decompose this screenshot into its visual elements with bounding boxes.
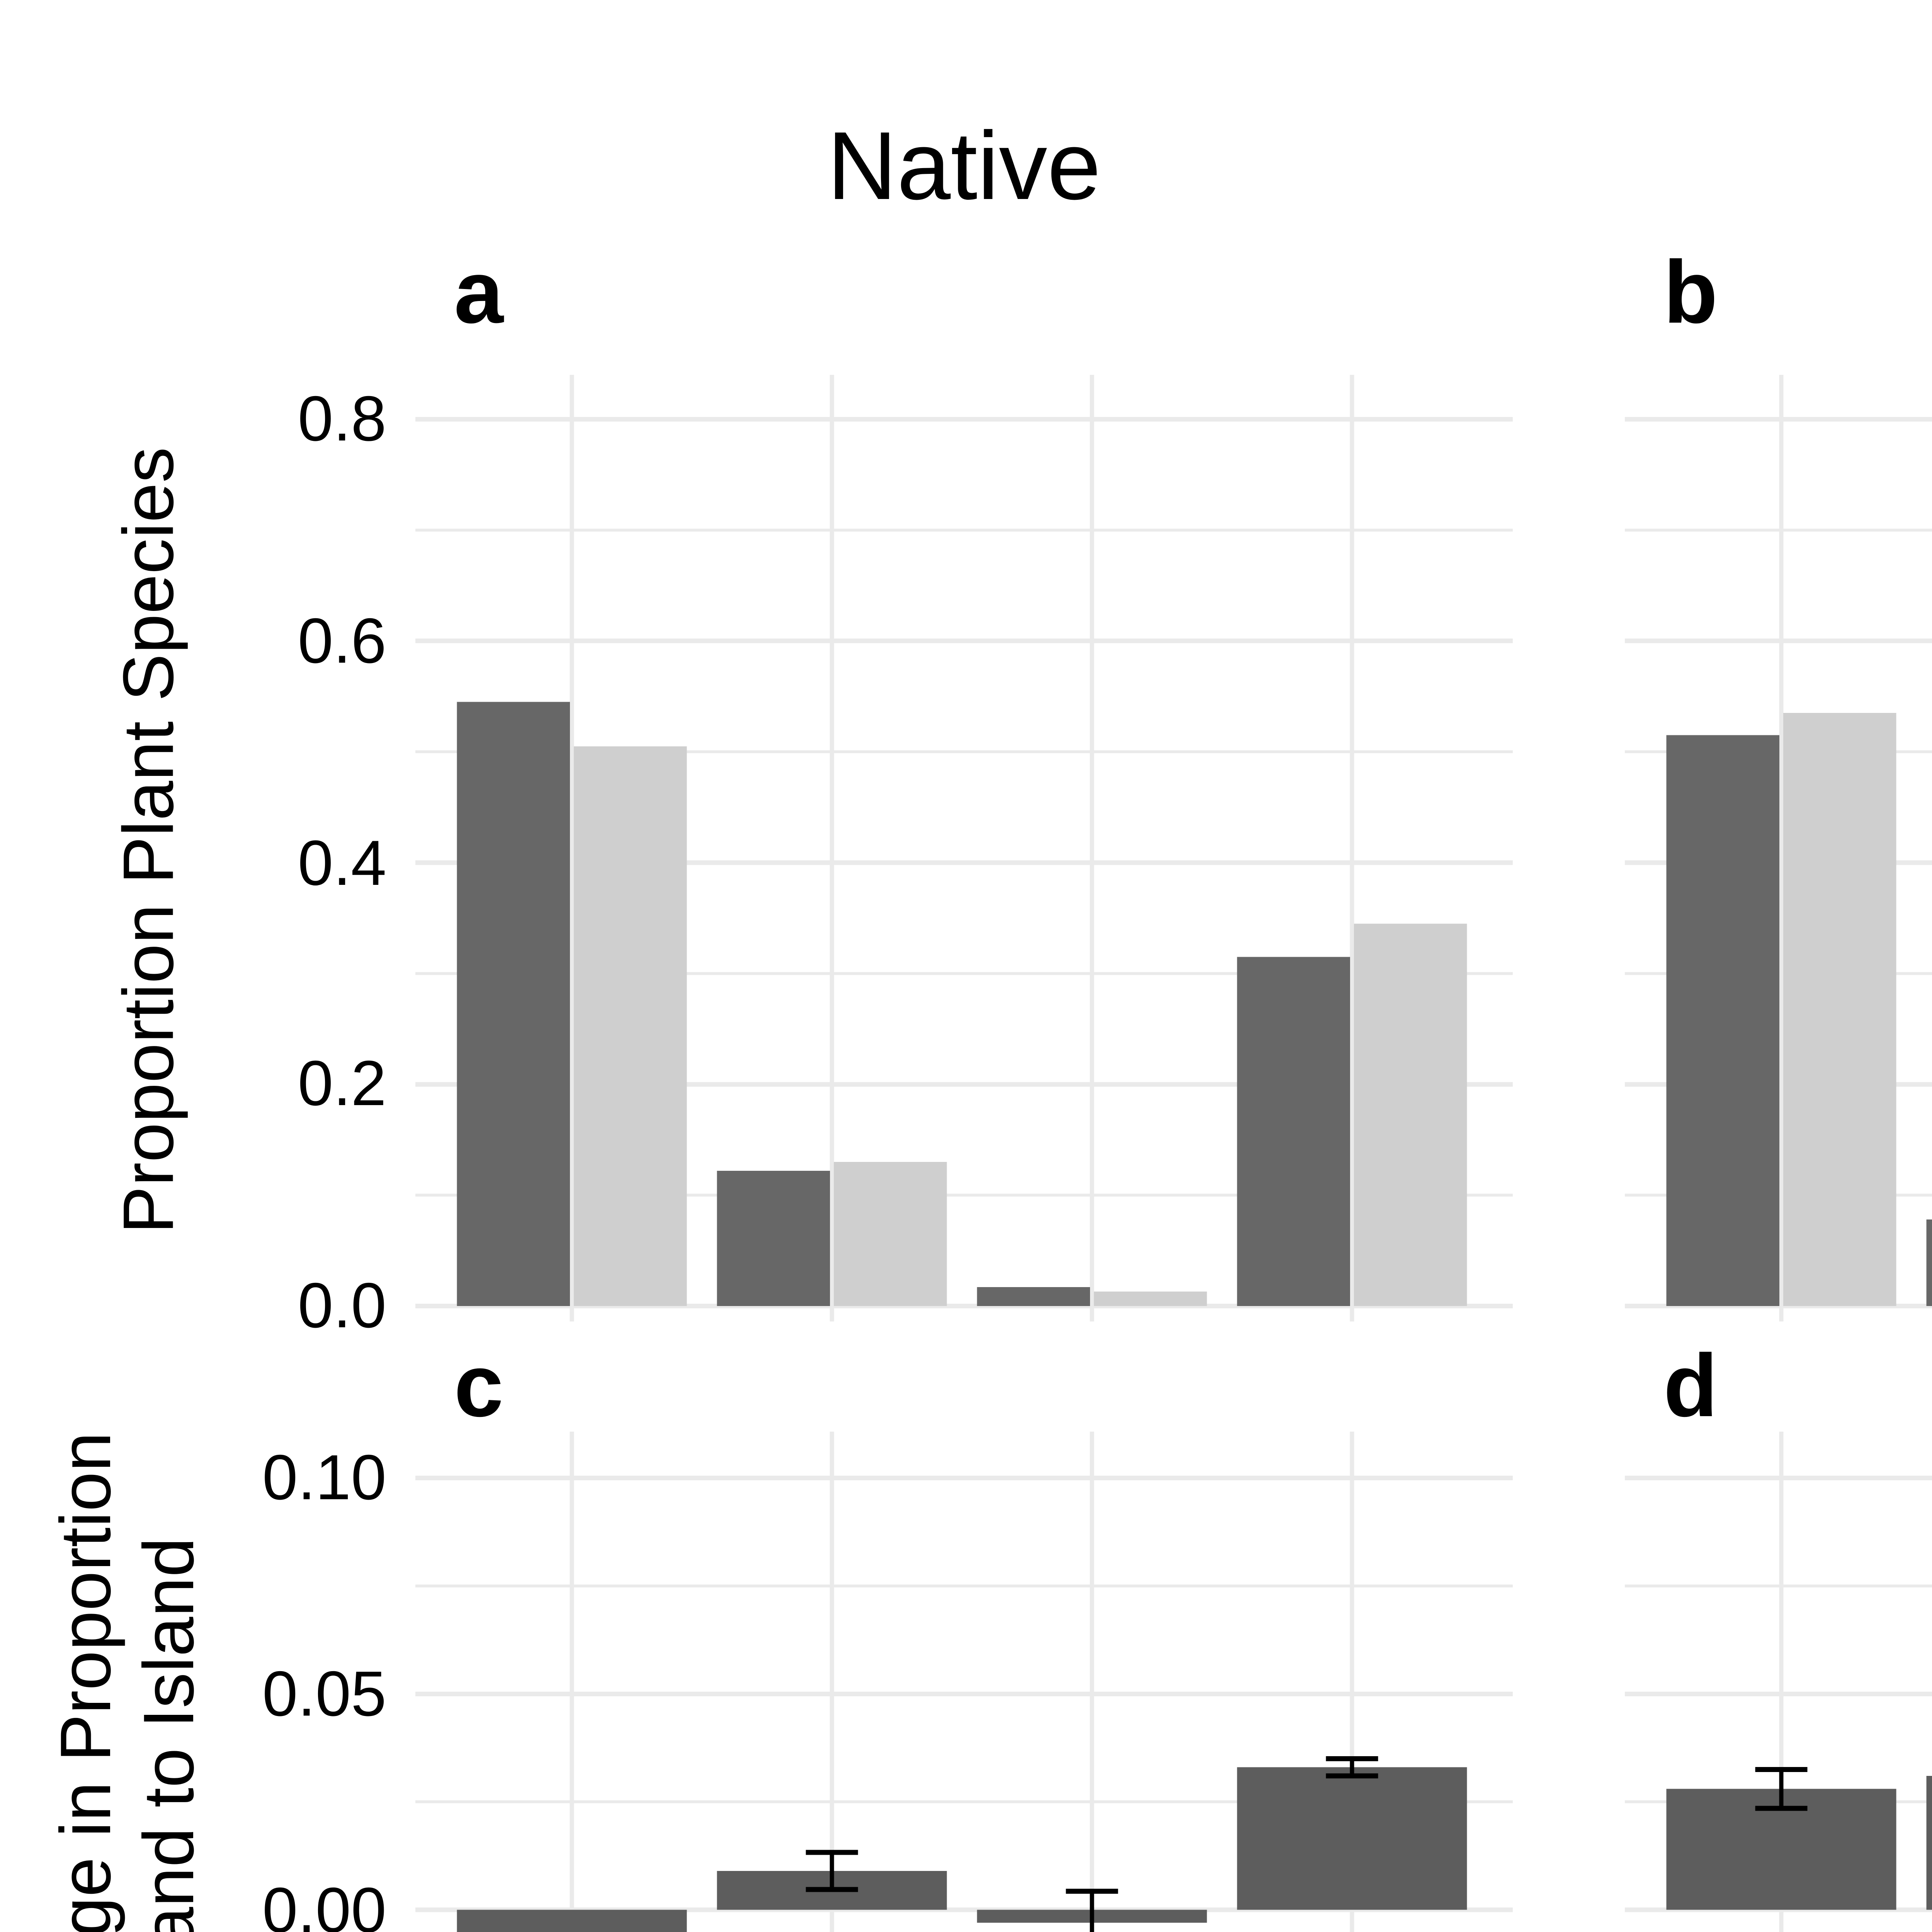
error-bar-c-nm (1326, 1756, 1378, 1779)
y-tick-label: 0.8 (298, 383, 386, 454)
column-title-native: Native (827, 112, 1101, 220)
column-title-naturalized: Naturalized (1625, 108, 1932, 224)
error-bar-d-am (1755, 1767, 1808, 1811)
bar-c-am-relative-change (457, 1910, 687, 1932)
y-tick-label: 0.05 (262, 1657, 386, 1729)
bar-c-nm-relative-change (1237, 1767, 1467, 1910)
panel-d (1625, 1432, 1932, 1932)
y-tick-label: 0.00 (262, 1873, 386, 1932)
y-tick-label: 0.4 (298, 826, 386, 898)
error-bar-c-eem (806, 1850, 858, 1892)
y-tick-label: 0.2 (298, 1048, 386, 1119)
panel-letter-a: a (454, 242, 503, 342)
y-tick-label: 0.6 (298, 604, 386, 676)
panel-b (1625, 375, 1932, 1321)
panel-letter-b: b (1663, 242, 1718, 342)
panel-a (415, 375, 1513, 1321)
error-bar-c-orc (1066, 1888, 1118, 1932)
panel-letter-c: c (454, 1335, 503, 1435)
bar-b-am-mainland-dark (1666, 735, 1779, 1306)
bar-d-eem-relative-change (1926, 1776, 1932, 1910)
bar-b-eem-mainland-dark (1926, 1219, 1932, 1306)
y-tick-label: 0.10 (262, 1441, 386, 1513)
bar-a-am-mainland-dark (457, 702, 570, 1306)
bar-a-am-island-light (574, 746, 687, 1306)
bar-a-orc-mainland-dark (977, 1287, 1090, 1306)
panel-letter-d: d (1663, 1335, 1718, 1435)
bar-b-am-island-light (1783, 713, 1896, 1306)
bar-a-nm-island-light (1354, 923, 1467, 1306)
y-tick-label: 0.0 (298, 1269, 386, 1341)
bar-a-eem-mainland-dark (717, 1171, 830, 1306)
bar-a-orc-island-light (1094, 1291, 1207, 1306)
bar-a-nm-mainland-dark (1237, 957, 1350, 1306)
panel-c (415, 1432, 1513, 1932)
bar-a-eem-island-light (834, 1162, 947, 1306)
